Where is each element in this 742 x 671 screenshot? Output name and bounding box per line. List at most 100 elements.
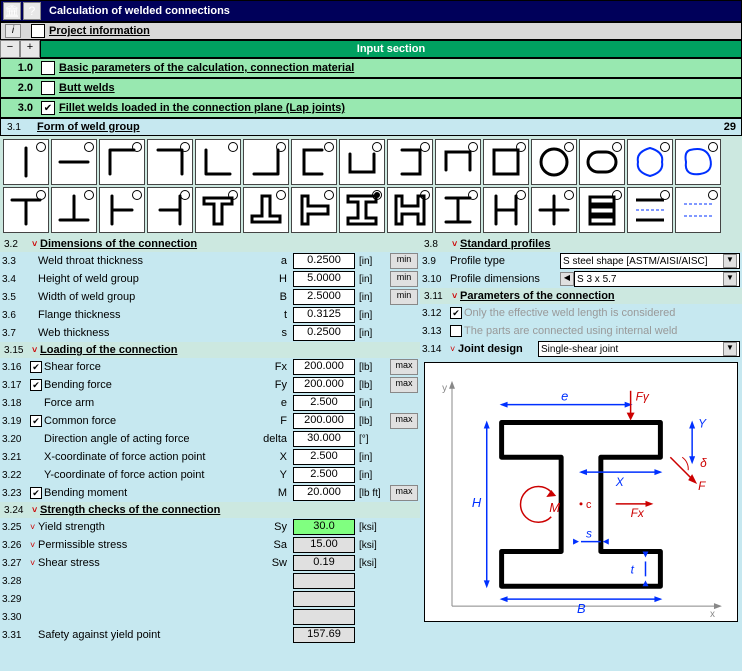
weld-shape-option[interactable] <box>435 187 481 233</box>
weld-shape-option[interactable] <box>147 139 193 185</box>
load-value[interactable]: 200.000 <box>293 413 355 429</box>
paramconn-header: 3.11 ˅ Parameters of the connection <box>420 288 742 304</box>
svg-text:s: s <box>586 527 592 541</box>
load-checkbox[interactable] <box>30 415 42 427</box>
max-button[interactable]: max <box>390 377 418 393</box>
weld-shape-option[interactable] <box>99 187 145 233</box>
section-2-checkbox[interactable] <box>41 81 55 95</box>
weld-shape-option[interactable] <box>483 139 529 185</box>
collapse-minus[interactable]: − <box>0 40 20 58</box>
weld-shape-option[interactable] <box>243 139 289 185</box>
min-button[interactable]: min <box>390 289 418 305</box>
svg-text:H: H <box>472 495 482 510</box>
strength-value <box>293 573 355 589</box>
profile-prev[interactable]: ◀ <box>560 272 574 286</box>
weld-shape-option[interactable] <box>243 187 289 233</box>
weld-shape-option[interactable] <box>387 139 433 185</box>
weld-shape-option[interactable] <box>99 139 145 185</box>
section-3: 3.0 Fillet welds loaded in the connectio… <box>0 98 742 118</box>
weld-shape-option[interactable] <box>3 187 49 233</box>
strength-header: 3.24 ˅ Strength checks of the connection <box>0 502 420 518</box>
load-value[interactable]: 200.000 <box>293 359 355 375</box>
strength-value[interactable]: 30.0 <box>293 519 355 535</box>
dim-row: 3.6Flange thicknesst0.3125[in] <box>0 306 420 324</box>
dim-value[interactable]: 5.0000 <box>293 271 355 287</box>
profile-type-row: 3.9 Profile type S steel shape [ASTM/AIS… <box>420 252 742 270</box>
max-button[interactable]: max <box>390 485 418 501</box>
weld-shape-option[interactable] <box>579 187 625 233</box>
pc2-row: 3.13 The parts are connected using inter… <box>420 322 742 340</box>
project-info-label: Project information <box>49 25 150 37</box>
dim-value[interactable]: 0.2500 <box>293 253 355 269</box>
weld-shape-option[interactable] <box>195 139 241 185</box>
weld-shape-option[interactable] <box>675 139 721 185</box>
weld-shape-option[interactable] <box>531 139 577 185</box>
weld-shape-option[interactable] <box>627 187 673 233</box>
load-checkbox[interactable] <box>30 379 42 391</box>
load-value[interactable]: 2.500 <box>293 449 355 465</box>
project-info-checkbox[interactable] <box>31 24 45 38</box>
weld-shape-option[interactable] <box>531 187 577 233</box>
min-button[interactable]: min <box>390 253 418 269</box>
pc2-checkbox[interactable] <box>450 325 462 337</box>
project-info-bar: i Project information <box>0 22 742 40</box>
max-button[interactable]: max <box>390 413 418 429</box>
info-icon[interactable]: i <box>5 24 21 38</box>
dim-value[interactable]: 0.2500 <box>293 325 355 341</box>
weld-shape-option[interactable] <box>195 187 241 233</box>
help-icon[interactable]: ? <box>23 2 41 20</box>
svg-text:e: e <box>561 389 568 404</box>
weld-shape-option[interactable] <box>339 139 385 185</box>
svg-text:y: y <box>442 383 447 394</box>
weld-shape-option[interactable] <box>435 139 481 185</box>
weld-shape-option[interactable] <box>627 139 673 185</box>
joint-dropdown[interactable]: Single-shear joint▼ <box>538 341 740 357</box>
profile-dim-dropdown[interactable]: S 3 x 5.7▼ <box>574 271 740 287</box>
weld-shape-grid <box>0 136 742 236</box>
strength-value <box>293 609 355 625</box>
load-checkbox[interactable] <box>30 487 42 499</box>
dim-value[interactable]: 2.5000 <box>293 289 355 305</box>
load-value[interactable]: 20.000 <box>293 485 355 501</box>
load-value[interactable]: 2.500 <box>293 395 355 411</box>
load-row: 3.23Bending momentM20.000[lb ft]max <box>0 484 420 502</box>
strength-row: 3.28 <box>0 572 420 590</box>
weld-shape-option[interactable] <box>291 187 337 233</box>
weld-shape-option[interactable] <box>147 187 193 233</box>
dim-header: 3.2 ˅ Dimensions of the connection <box>0 236 420 252</box>
pc1-checkbox[interactable] <box>450 307 462 319</box>
profile-type-dropdown[interactable]: S steel shape [ASTM/AISI/AISC]▼ <box>560 253 740 269</box>
weld-shape-option[interactable] <box>579 139 625 185</box>
weld-shape-option[interactable] <box>387 187 433 233</box>
svg-text:M: M <box>549 500 560 515</box>
section-1: 1.0 Basic parameters of the calculation,… <box>0 58 742 78</box>
weld-shape-option[interactable] <box>51 187 97 233</box>
app-icon[interactable]: 🏛 <box>3 2 21 20</box>
dim-row: 3.3Weld throat thicknessa0.2500[in]min <box>0 252 420 270</box>
weld-shape-option[interactable] <box>3 139 49 185</box>
max-button[interactable]: max <box>390 359 418 375</box>
weld-shape-option[interactable] <box>291 139 337 185</box>
svg-text:δ: δ <box>700 456 707 470</box>
load-value[interactable]: 2.500 <box>293 467 355 483</box>
weld-shape-option[interactable] <box>675 187 721 233</box>
strength-row: 3.25˅Yield strengthSy30.0[ksi] <box>0 518 420 536</box>
dim-row: 3.7Web thicknesss0.2500[in] <box>0 324 420 342</box>
collapse-controls: − + <box>0 40 40 58</box>
profile-dim-row: 3.10 Profile dimensions ◀ S 3 x 5.7▼ <box>420 270 742 288</box>
svg-text:X: X <box>615 475 625 489</box>
weld-shape-option[interactable] <box>339 187 385 233</box>
weld-shape-option[interactable] <box>483 187 529 233</box>
section-1-checkbox[interactable] <box>41 61 55 75</box>
load-value[interactable]: 200.000 <box>293 377 355 393</box>
dim-value[interactable]: 0.3125 <box>293 307 355 323</box>
load-row: 3.22 Y-coordinate of force action pointY… <box>0 466 420 484</box>
svg-text:t: t <box>631 562 635 576</box>
section-3-checkbox[interactable] <box>41 101 55 115</box>
weld-shape-option[interactable] <box>51 139 97 185</box>
load-checkbox[interactable] <box>30 361 42 373</box>
min-button[interactable]: min <box>390 271 418 287</box>
collapse-plus[interactable]: + <box>20 40 40 58</box>
load-value[interactable]: 30.000 <box>293 431 355 447</box>
load-row: 3.21 X-coordinate of force action pointX… <box>0 448 420 466</box>
